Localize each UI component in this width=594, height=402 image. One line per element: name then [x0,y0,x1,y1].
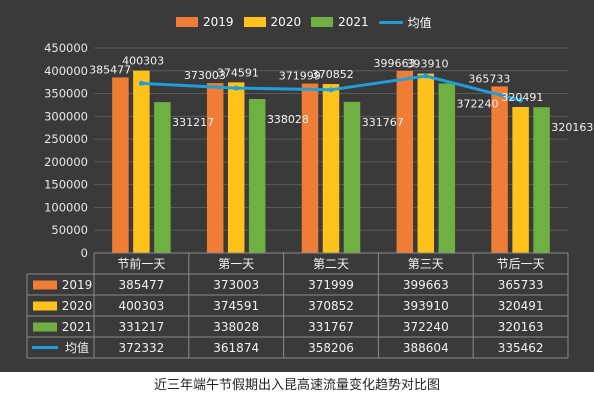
table-cell-3-2: 358206 [308,341,354,355]
data-label-2020-2: 370852 [312,68,354,81]
table-cell-0-2: 371999 [308,278,354,292]
bar-2019-4 [491,86,508,253]
y-tick-label: 450000 [44,41,88,55]
table-swatch-2021 [33,322,57,332]
y-tick-label: 150000 [44,178,88,192]
table-category-4: 节后一天 [497,257,545,271]
y-tick-label: 0 [81,246,88,260]
bar-2019-0 [112,77,129,253]
y-tick-label: 250000 [44,132,88,146]
data-label-2019-0: 385477 [89,63,131,76]
data-label-2021-1: 338028 [267,113,309,126]
table-cell-2-2: 331767 [308,320,354,334]
table-cell-2-1: 338028 [213,320,259,334]
y-tick-label: 200000 [44,155,88,169]
y-tick-label: 50000 [51,223,88,237]
table-series-name-3: 均值 [65,340,89,355]
data-label-2019-4: 365733 [468,72,510,85]
table-cell-0-1: 373003 [213,278,259,292]
bar-2020-3 [417,73,435,253]
bar-2021-1 [248,99,266,254]
average-point-4 [518,97,524,103]
y-tick-label: 350000 [44,87,88,101]
legend-item-2021: 2021 [311,15,369,29]
table-category-1: 第一天 [218,257,254,271]
bar-2020-1 [227,82,245,253]
bar-2020-4 [512,106,529,254]
average-point-1 [233,85,239,91]
table-swatch-2020 [33,301,57,311]
data-label-2020-0: 400303 [122,55,164,68]
table-cell-2-3: 372240 [403,320,449,334]
bar-2021-3 [438,83,456,253]
table-category-2: 第二天 [313,257,349,271]
table-cell-1-3: 393910 [403,299,449,313]
table-cell-0-3: 399663 [403,278,449,292]
bar-2020-2 [322,84,340,254]
legend-swatch [243,17,266,27]
bar-2021-0 [154,102,171,253]
data-label-2019-2: 371999 [279,70,321,83]
table-cell-3-3: 388604 [403,341,449,355]
y-tick-label: 400000 [44,64,88,78]
chart: 0 50000 100000 150000 200000 250000 300000 3500… [0,0,594,372]
bars [112,70,550,254]
table-series-name-1: 2020 [62,299,93,313]
table-category-0: 节前一天 [117,256,165,271]
table-cell-3-4: 335462 [498,341,544,355]
data-label-2019-1: 373003 [184,69,226,82]
table-cell-3-1: 361874 [213,341,259,355]
table-cell-2-4: 320163 [498,320,544,334]
bar-2019-3 [396,70,414,253]
legend-swatch [378,20,403,24]
data-label-2021-4: 320163 [551,121,593,134]
table-cell-1-4: 320491 [498,299,544,313]
legend-label: 2019 [203,15,234,29]
y-tick-label: 100000 [44,200,88,214]
data-label-2020-3: 393910 [407,58,449,71]
y-tick-label: 300000 [44,109,88,123]
legend-label: 2020 [270,15,302,29]
table-cell-1-0: 400303 [118,299,164,313]
bar-2019-1 [206,83,224,253]
legend-item-均值: 均值 [378,14,432,31]
bar-2021-4 [533,107,550,253]
table-cell-0-0: 385477 [118,278,164,292]
data-label-2020-1: 374591 [217,66,259,79]
average-point-0 [138,80,144,86]
data-label-2019-3: 399663 [374,57,416,70]
data-label-2021-0: 331217 [172,116,214,129]
table-cell-2-0: 331217 [118,320,164,334]
table-cell-0-4: 365733 [498,278,544,292]
table-cell-1-2: 370852 [308,299,354,313]
caption: 近三年端午节假期出入昆高速流量变化趋势对比图 [153,378,440,393]
legend-label: 2021 [338,15,369,29]
y-axis-ticks: 0 50000 100000 150000 200000 250000 300000 3500… [44,41,88,260]
average-point-2 [328,87,334,93]
table-cell-1-1: 374591 [213,299,259,313]
data-table: 节前一天 第一天 第二天 第三天 节后一天 2019 385477 373003 371999 3… [26,252,569,359]
legend-label: 均值 [407,15,432,30]
bar-2021-2 [343,101,361,254]
table-swatch-2019 [33,280,57,290]
table-series-name-0: 2019 [62,278,93,292]
legend-swatch [176,17,198,27]
bar-2019-2 [301,83,319,254]
table-series-name-2: 2021 [62,320,93,334]
table-cell-3-0: 372332 [118,341,164,355]
legend-swatch [311,17,334,27]
data-label-2021-2: 331767 [362,116,404,129]
legend-item-2020: 2020 [243,15,302,29]
data-label-2020-4: 320491 [501,91,543,104]
legend: 2019 2020 2021 均值 [176,14,442,30]
average-point-3 [423,73,429,79]
bar-2020-0 [133,70,150,254]
data-label-2021-3: 372240 [457,97,499,110]
legend-item-2019: 2019 [176,15,234,29]
average-line [138,73,524,103]
table-category-3: 第三天 [408,257,444,271]
